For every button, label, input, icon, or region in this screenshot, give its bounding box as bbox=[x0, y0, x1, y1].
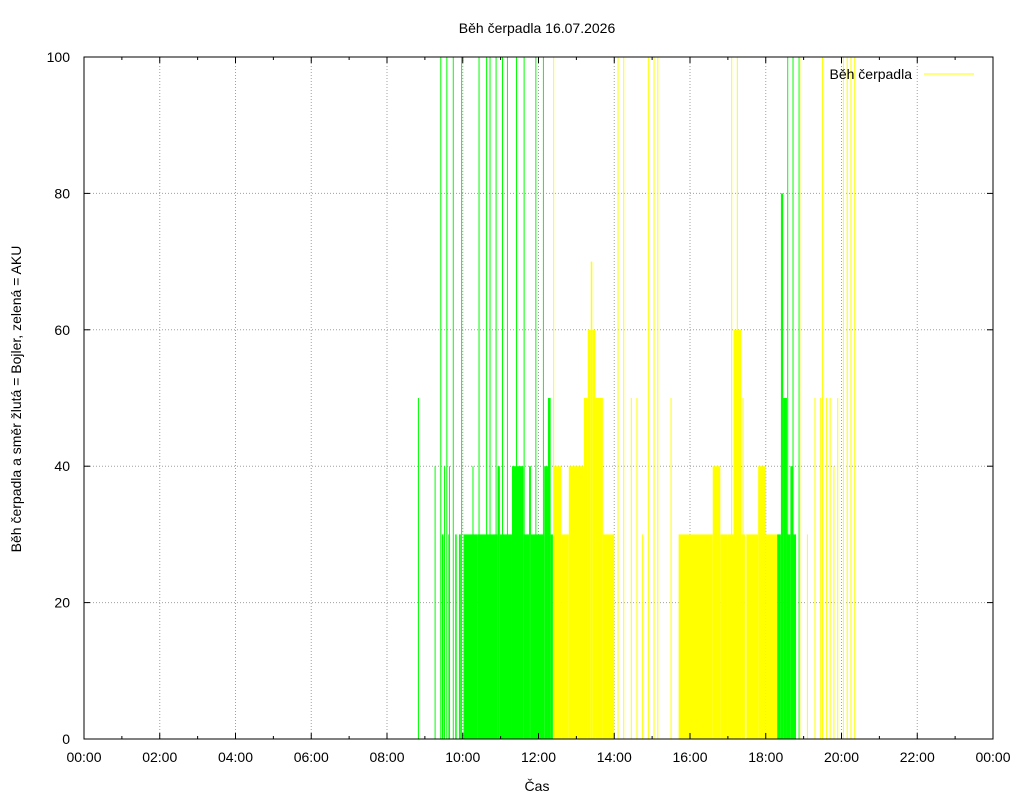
bojler-bar bbox=[592, 329, 596, 739]
legend-label: Běh čerpadla bbox=[829, 66, 912, 82]
x-tick-label: 10:00 bbox=[445, 749, 480, 765]
y-axis-label: Běh čerpadla a směr žlutá = Bojler, zele… bbox=[8, 246, 24, 553]
y-tick-label: 80 bbox=[54, 185, 70, 201]
bojler-bar bbox=[727, 534, 734, 739]
x-tick-label: 04:00 bbox=[218, 749, 253, 765]
y-tick-label: 0 bbox=[62, 731, 70, 747]
x-tick-label: 00:00 bbox=[66, 749, 101, 765]
aku-bar bbox=[463, 534, 478, 739]
bojler-bar bbox=[678, 534, 713, 739]
aku-bar bbox=[458, 534, 461, 739]
series-bojler bbox=[553, 57, 856, 739]
x-tick-label: 06:00 bbox=[294, 749, 329, 765]
aku-bar bbox=[530, 534, 545, 739]
aku-bar bbox=[790, 466, 794, 739]
bojler-bar bbox=[758, 466, 766, 739]
chart-title: Běh čerpadla 16.07.2026 bbox=[459, 20, 616, 36]
x-tick-label: 08:00 bbox=[369, 749, 404, 765]
bojler-bar bbox=[568, 466, 584, 739]
y-tick-label: 40 bbox=[54, 458, 70, 474]
bojler-bar bbox=[765, 534, 778, 739]
y-tick-label: 20 bbox=[54, 595, 70, 611]
x-tick-label: 20:00 bbox=[824, 749, 859, 765]
bojler-bar bbox=[720, 534, 728, 739]
x-axis-label: Čas bbox=[525, 778, 550, 794]
bojler-bar bbox=[602, 534, 615, 739]
x-tick-label: 00:00 bbox=[975, 749, 1010, 765]
aku-bar bbox=[793, 534, 797, 739]
x-tick-label: 12:00 bbox=[521, 749, 556, 765]
aku-bar bbox=[477, 534, 498, 739]
bojler-bar bbox=[561, 534, 569, 739]
aku-bar bbox=[441, 534, 444, 739]
aku-bar bbox=[786, 534, 791, 739]
bojler-bar bbox=[590, 261, 593, 739]
bojler-bar bbox=[587, 329, 591, 739]
aku-bar bbox=[523, 534, 530, 739]
bojler-bar bbox=[746, 534, 759, 739]
aku-bar bbox=[783, 398, 787, 739]
y-tick-labels: 0 20 40 60 80 100 bbox=[47, 49, 71, 747]
x-tick-label: 16:00 bbox=[672, 749, 707, 765]
x-tick-labels: 00:00 02:00 04:00 06:00 08:00 10:00 12:00 14:00… bbox=[66, 749, 1010, 765]
bojler-bar bbox=[595, 398, 603, 739]
series-aku bbox=[417, 57, 800, 739]
aku-bar bbox=[499, 534, 512, 739]
x-tick-label: 22:00 bbox=[900, 749, 935, 765]
bojler-bar bbox=[712, 466, 721, 739]
bojler-bar bbox=[553, 466, 562, 739]
x-tick-label: 18:00 bbox=[748, 749, 783, 765]
ticks bbox=[83, 56, 994, 740]
aku-bar bbox=[550, 534, 553, 739]
aku-bar bbox=[544, 466, 548, 739]
aku-bar bbox=[529, 466, 531, 739]
aku-bar bbox=[511, 466, 524, 739]
y-tick-label: 60 bbox=[54, 322, 70, 338]
aku-bar bbox=[547, 398, 551, 739]
legend: Běh čerpadla bbox=[829, 66, 974, 82]
x-tick-label: 14:00 bbox=[597, 749, 632, 765]
aku-bar bbox=[780, 193, 784, 739]
aku-bar bbox=[497, 466, 500, 739]
bojler-bar bbox=[583, 398, 588, 739]
x-tick-label: 02:00 bbox=[142, 749, 177, 765]
y-tick-label: 100 bbox=[47, 49, 71, 65]
aku-bar bbox=[455, 534, 457, 739]
aku-bar bbox=[777, 534, 781, 739]
